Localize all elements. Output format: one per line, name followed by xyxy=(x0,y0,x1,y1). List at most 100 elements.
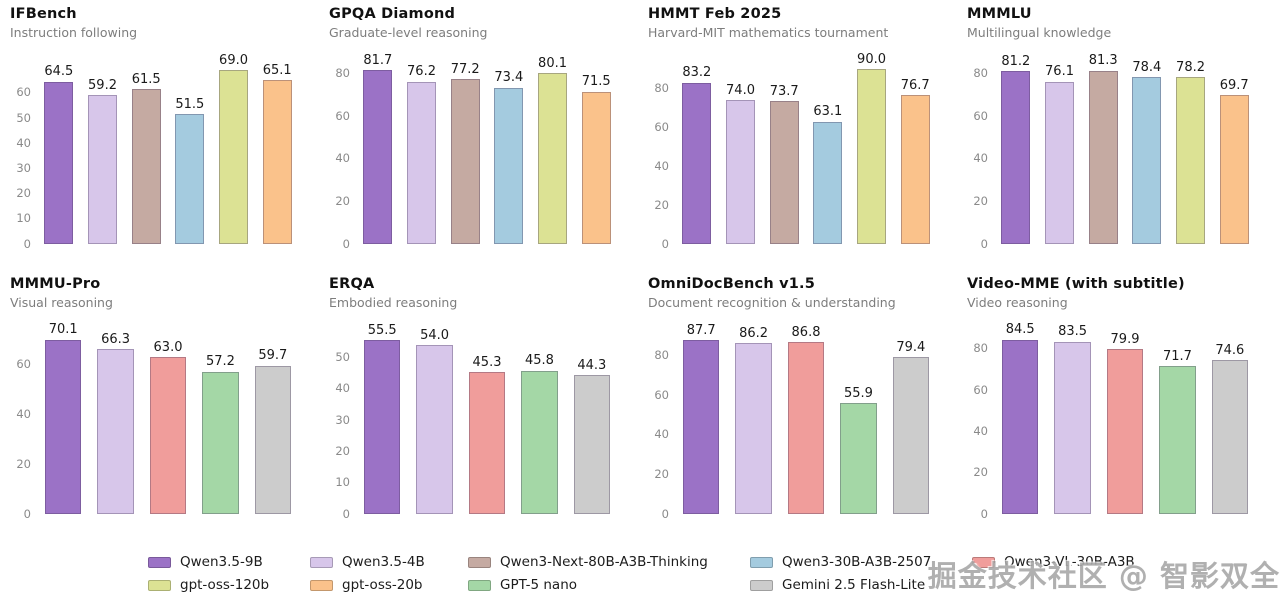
legend-label: Qwen3-Next-80B-A3B-Thinking xyxy=(500,554,708,570)
bar-rect xyxy=(44,81,74,244)
y-tick-label: 20 xyxy=(973,464,988,479)
bar-value-label: 81.7 xyxy=(363,52,393,68)
legend-swatch xyxy=(750,556,773,568)
legend-swatch xyxy=(972,556,995,568)
bar-rect xyxy=(581,91,611,244)
legend: Qwen3.5-9B Qwen3.5-4B Qwen3-Next-80B-A3B-T… xyxy=(148,552,1280,595)
bar-rect xyxy=(683,340,720,514)
legend-item-gpt-oss-120b: gpt-oss-120b xyxy=(148,575,310,595)
bar-rect xyxy=(87,94,118,244)
bar-value-label: 83.5 xyxy=(1058,324,1088,340)
bar-qwen3-5-9b: 81.2 xyxy=(998,50,1034,244)
bar-gpt-oss-20b: 65.1 xyxy=(259,50,295,244)
bars-area: 81.7 76.2 77.2 73.4 80.1 71.5 xyxy=(355,50,632,244)
y-tick-label: 40 xyxy=(973,150,988,165)
y-tick-label: 0 xyxy=(342,506,350,521)
chart-title: GPQA Diamond xyxy=(329,6,456,22)
bar-gpt-oss-20b: 76.7 xyxy=(897,50,933,244)
bar-qwen3-5-9b: 81.7 xyxy=(360,50,396,244)
y-tick-label: 50 xyxy=(16,110,31,125)
bar-rect xyxy=(450,79,480,244)
bar-rect xyxy=(521,370,558,514)
legend-item-qwen3-5-4b: Qwen3.5-4B xyxy=(310,552,468,572)
bar-qwen3-vl-30b-a3b: 79.9 xyxy=(1103,320,1147,514)
bar-qwen3-5-9b: 84.5 xyxy=(998,320,1042,514)
chart-ifbench: IFBench Instruction following 0 10 20 30 40 50 6… xyxy=(10,6,313,256)
bar-qwen3-vl-30b-a3b: 45.3 xyxy=(465,320,509,514)
chart-title: Video-MME (with subtitle) xyxy=(967,276,1185,292)
bar-gemini-2-5-flash-lite: 74.6 xyxy=(1208,320,1252,514)
bars-area: 81.2 76.1 81.3 78.4 78.2 69.7 xyxy=(993,50,1270,244)
bar-qwen3-5-4b: 86.2 xyxy=(731,320,775,514)
bar-qwen3-next-80b-a3b-thinking: 73.7 xyxy=(766,50,802,244)
plot-area: 0 10 20 30 40 50 55.5 54.0 45.3 45.8 44.3 xyxy=(329,320,632,519)
legend-item-gemini-2-5-flash-lite: Gemini 2.5 Flash-Lite xyxy=(750,575,972,595)
bar-qwen3-5-4b: 76.1 xyxy=(1042,50,1078,244)
bar-qwen3-5-9b: 83.2 xyxy=(679,50,715,244)
legend-label: Qwen3-30B-A3B-2507 xyxy=(782,554,932,570)
y-axis: 0 20 40 60 80 xyxy=(967,320,993,519)
bar-rect xyxy=(175,114,205,244)
y-tick-label: 20 xyxy=(654,197,669,212)
y-tick-label: 10 xyxy=(16,211,31,226)
y-tick-label: 80 xyxy=(973,65,988,80)
bar-rect xyxy=(406,81,437,244)
bar-value-label: 86.8 xyxy=(791,324,821,340)
y-tick-label: 0 xyxy=(23,236,31,251)
plot-area: 0 20 40 60 80 81.2 76.1 81.3 78.4 78.2 69.7 xyxy=(967,50,1270,249)
bar-value-label: 66.3 xyxy=(101,331,131,347)
y-tick-label: 80 xyxy=(973,341,988,356)
bar-rect xyxy=(1211,360,1249,514)
y-tick-label: 40 xyxy=(973,423,988,438)
legend-item-qwen3-next-80b-a3b-thinking: Qwen3-Next-80B-A3B-Thinking xyxy=(468,552,750,572)
chart-title: HMMT Feb 2025 xyxy=(648,6,782,22)
bar-qwen3-5-4b: 59.2 xyxy=(85,50,121,244)
bar-value-label: 74.0 xyxy=(726,83,755,99)
bar-rect xyxy=(769,101,799,244)
bar-value-label: 77.2 xyxy=(450,62,480,78)
chart-subtitle: Multilingual knowledge xyxy=(967,25,1112,40)
bar-gemini-2-5-flash-lite: 59.7 xyxy=(251,320,295,514)
y-tick-label: 60 xyxy=(335,108,350,123)
bar-rect xyxy=(45,339,82,514)
bar-value-label: 71.7 xyxy=(1162,348,1192,364)
legend-swatch xyxy=(468,579,491,591)
bar-rect xyxy=(149,357,187,514)
y-axis: 0 20 40 60 xyxy=(10,320,36,519)
bar-gpt-5-nano: 57.2 xyxy=(198,320,242,514)
bars-area: 83.2 74.0 73.7 63.1 90.0 76.7 xyxy=(674,50,951,244)
bar-qwen3-5-4b: 74.0 xyxy=(723,50,759,244)
chart-subtitle: Visual reasoning xyxy=(10,295,113,310)
bar-rect xyxy=(900,95,930,244)
bar-gpt-oss-20b: 69.7 xyxy=(1216,50,1252,244)
chart-video-mme-with-subtitle: Video-MME (with subtitle) Video reasoning… xyxy=(967,276,1270,526)
plot-area: 0 20 40 60 80 81.7 76.2 77.2 73.4 80.1 71.5 xyxy=(329,50,632,249)
y-tick-label: 30 xyxy=(16,160,31,175)
chart-title: OmniDocBench v1.5 xyxy=(648,276,816,292)
y-tick-label: 20 xyxy=(335,443,350,458)
bars-area: 55.5 54.0 45.3 45.8 44.3 xyxy=(355,320,632,514)
bar-rect xyxy=(218,70,249,244)
legend-swatch xyxy=(468,556,491,568)
plot-area: 0 20 40 60 80 87.7 86.2 86.8 55.9 79.4 xyxy=(648,320,951,519)
bar-rect xyxy=(1132,76,1162,244)
bar-value-label: 65.1 xyxy=(262,62,292,78)
bar-rect xyxy=(416,345,453,514)
bar-value-label: 45.3 xyxy=(472,354,502,370)
y-tick-label: 40 xyxy=(654,158,669,173)
bar-qwen3-next-80b-a3b-thinking: 77.2 xyxy=(447,50,483,244)
bar-rect xyxy=(787,342,825,514)
legend-item-qwen3-vl-30b-a3b: Qwen3-VL-30B-A3B xyxy=(972,552,1280,572)
chart-title: MMMU-Pro xyxy=(10,276,101,292)
bar-value-label: 71.5 xyxy=(581,74,611,90)
chart-title: IFBench xyxy=(10,6,77,22)
bar-value-label: 73.4 xyxy=(494,70,524,86)
chart-title: ERQA xyxy=(329,276,375,292)
bar-qwen3-5-9b: 64.5 xyxy=(41,50,77,244)
chart-omnidocbench-v1-5: OmniDocBench v1.5 Document recognition & … xyxy=(648,276,951,526)
y-tick-label: 30 xyxy=(335,412,350,427)
chart-subtitle: Instruction following xyxy=(10,25,138,40)
bar-value-label: 79.9 xyxy=(1110,331,1140,347)
bar-value-label: 57.2 xyxy=(205,354,235,370)
bar-value-label: 76.2 xyxy=(407,64,436,80)
